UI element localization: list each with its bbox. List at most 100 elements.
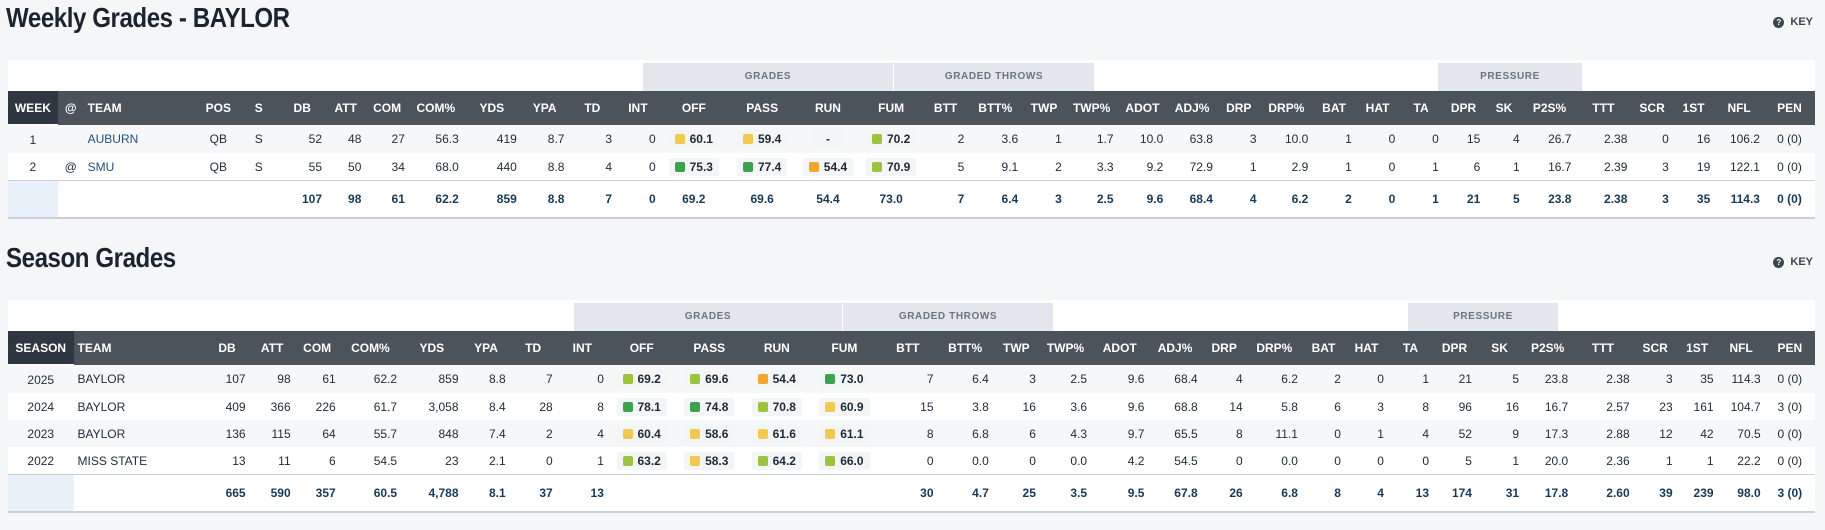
col-header-run[interactable]: RUN [743, 331, 811, 365]
team-cell: BAYLOR [73, 393, 205, 420]
col-header-team[interactable]: TEAM [73, 331, 205, 365]
col-header-twp-pct[interactable]: TWP% [1065, 91, 1118, 125]
col-header-com[interactable]: COM [294, 331, 340, 365]
grade-off: 60.1 [659, 125, 728, 153]
col-header-btt-pct[interactable]: BTT% [937, 331, 993, 365]
grade-value: 54.4 [802, 157, 854, 176]
col-header-bat[interactable]: BAT [1301, 331, 1345, 365]
col-header-season[interactable]: SEASON [8, 331, 74, 366]
col-header-1st[interactable]: 1ST [1676, 331, 1718, 365]
team-link[interactable]: AUBURN [87, 132, 139, 146]
col-header-adot[interactable]: ADOT [1091, 331, 1149, 365]
col-header-twp[interactable]: TWP [1022, 91, 1066, 125]
col-header-p2s-pct[interactable]: P2S% [1523, 331, 1573, 365]
col-header-1st[interactable]: 1ST [1672, 91, 1715, 125]
stat-comp: 62.2 [339, 365, 402, 393]
col-header-drp[interactable]: DRP [1216, 91, 1261, 125]
col-header-twp-pct[interactable]: TWP% [1039, 331, 1092, 365]
col-header-s[interactable]: S [239, 91, 279, 125]
col-header-hat[interactable]: HAT [1355, 91, 1400, 125]
stat-att: 50 [326, 153, 366, 181]
col-header-att[interactable]: ATT [326, 91, 366, 125]
grade-color-box [825, 401, 836, 412]
total-p2s: 17.8 [1523, 474, 1573, 513]
col-header-drp[interactable]: DRP [1201, 331, 1247, 365]
stat-dpr: 21 [1433, 365, 1476, 393]
col-header-team[interactable]: TEAM [83, 91, 198, 125]
stat-db: 52 [278, 125, 327, 153]
col-header-ypa[interactable]: YPA [462, 331, 510, 365]
team-link[interactable]: SMU [87, 159, 115, 174]
total-dpr: 21 [1442, 180, 1485, 219]
col-header-p2s-pct[interactable]: P2S% [1523, 91, 1576, 125]
col-header-int[interactable]: INT [556, 331, 608, 365]
grade-value: 61.6 [751, 424, 802, 443]
total-run: 54.4 [796, 180, 860, 219]
col-header-com-pct[interactable]: COM% [339, 331, 402, 365]
stat-ypa: 7.4 [462, 420, 510, 447]
col-header-com-pct[interactable]: COM% [408, 91, 463, 125]
col-header-btt[interactable]: BTT [878, 331, 938, 365]
weekly-key-button[interactable]: ? KEY [1773, 16, 1813, 28]
season-key-button[interactable]: ? KEY [1773, 256, 1813, 268]
stat-drpp: 10.0 [1260, 125, 1313, 153]
col-header-drp-pct[interactable]: DRP% [1246, 331, 1302, 365]
col-header-at[interactable]: @ [57, 91, 84, 125]
col-header-week[interactable]: WEEK [8, 91, 58, 126]
stat-td: 0 [509, 447, 557, 475]
col-header-yds[interactable]: YDS [462, 91, 521, 125]
col-header-pos[interactable]: POS [197, 91, 240, 125]
col-header-nfl[interactable]: NFL [1714, 91, 1764, 125]
stat-drp: 0 [1201, 447, 1247, 475]
col-header-twp[interactable]: TWP [992, 331, 1040, 365]
col-header-adj-pct[interactable]: ADJ% [1148, 331, 1202, 365]
stat-twp: 0 [992, 447, 1040, 475]
total-int: 0 [616, 180, 660, 219]
col-header-adot[interactable]: ADOT [1117, 91, 1168, 125]
col-header-td[interactable]: TD [509, 331, 557, 365]
col-header-db[interactable]: DB [204, 331, 250, 365]
col-header-btt[interactable]: BTT [922, 91, 969, 125]
col-header-att[interactable]: ATT [249, 331, 295, 365]
stat-com: 27 [365, 125, 409, 153]
stat-yds: 848 [401, 420, 463, 447]
col-header-db[interactable]: DB [278, 91, 327, 125]
col-header-adj-pct[interactable]: ADJ% [1167, 91, 1217, 125]
col-header-ttt[interactable]: TTT [1575, 91, 1632, 125]
col-header-yds[interactable]: YDS [401, 331, 463, 365]
col-header-td[interactable]: TD [568, 91, 617, 125]
team-cell: BAYLOR [73, 420, 205, 447]
grade-fum: 73.0 [810, 365, 879, 393]
col-header-off[interactable]: OFF [659, 91, 728, 125]
col-header-fum[interactable]: FUM [810, 331, 879, 365]
col-header-nfl[interactable]: NFL [1717, 331, 1765, 365]
col-header-pen[interactable]: PEN [1764, 331, 1815, 365]
col-header-ypa[interactable]: YPA [520, 91, 569, 125]
grade-number: 69.6 [705, 372, 729, 386]
col-header-btt-pct[interactable]: BTT% [968, 91, 1023, 125]
col-header-int[interactable]: INT [616, 91, 660, 125]
col-header-sk[interactable]: SK [1484, 91, 1524, 125]
col-header-ta[interactable]: TA [1387, 331, 1433, 365]
col-header-scr[interactable]: SCR [1631, 91, 1673, 125]
col-header-bat[interactable]: BAT [1312, 91, 1356, 125]
stat-pen: 0 (0) [1764, 447, 1815, 475]
col-header-pass[interactable]: PASS [728, 91, 797, 125]
grade-fum: 60.9 [810, 393, 879, 420]
col-header-hat[interactable]: HAT [1344, 331, 1388, 365]
col-header-run[interactable]: RUN [796, 91, 860, 125]
col-header-scr[interactable]: SCR [1633, 331, 1677, 365]
col-header-drp-pct[interactable]: DRP% [1260, 91, 1313, 125]
col-header-fum[interactable]: FUM [859, 91, 923, 125]
col-header-dpr[interactable]: DPR [1433, 331, 1476, 365]
col-header-ttt[interactable]: TTT [1572, 331, 1634, 365]
col-header-pen[interactable]: PEN [1763, 91, 1815, 125]
col-header-ta[interactable]: TA [1399, 91, 1443, 125]
col-header-pass[interactable]: PASS [675, 331, 744, 365]
col-header-sk[interactable]: SK [1475, 331, 1524, 365]
stat-yds: 3,058 [401, 393, 463, 420]
col-header-com[interactable]: COM [365, 91, 409, 125]
stat-btt: 5 [922, 153, 969, 181]
col-header-off[interactable]: OFF [607, 331, 676, 365]
col-header-dpr[interactable]: DPR [1442, 91, 1485, 125]
